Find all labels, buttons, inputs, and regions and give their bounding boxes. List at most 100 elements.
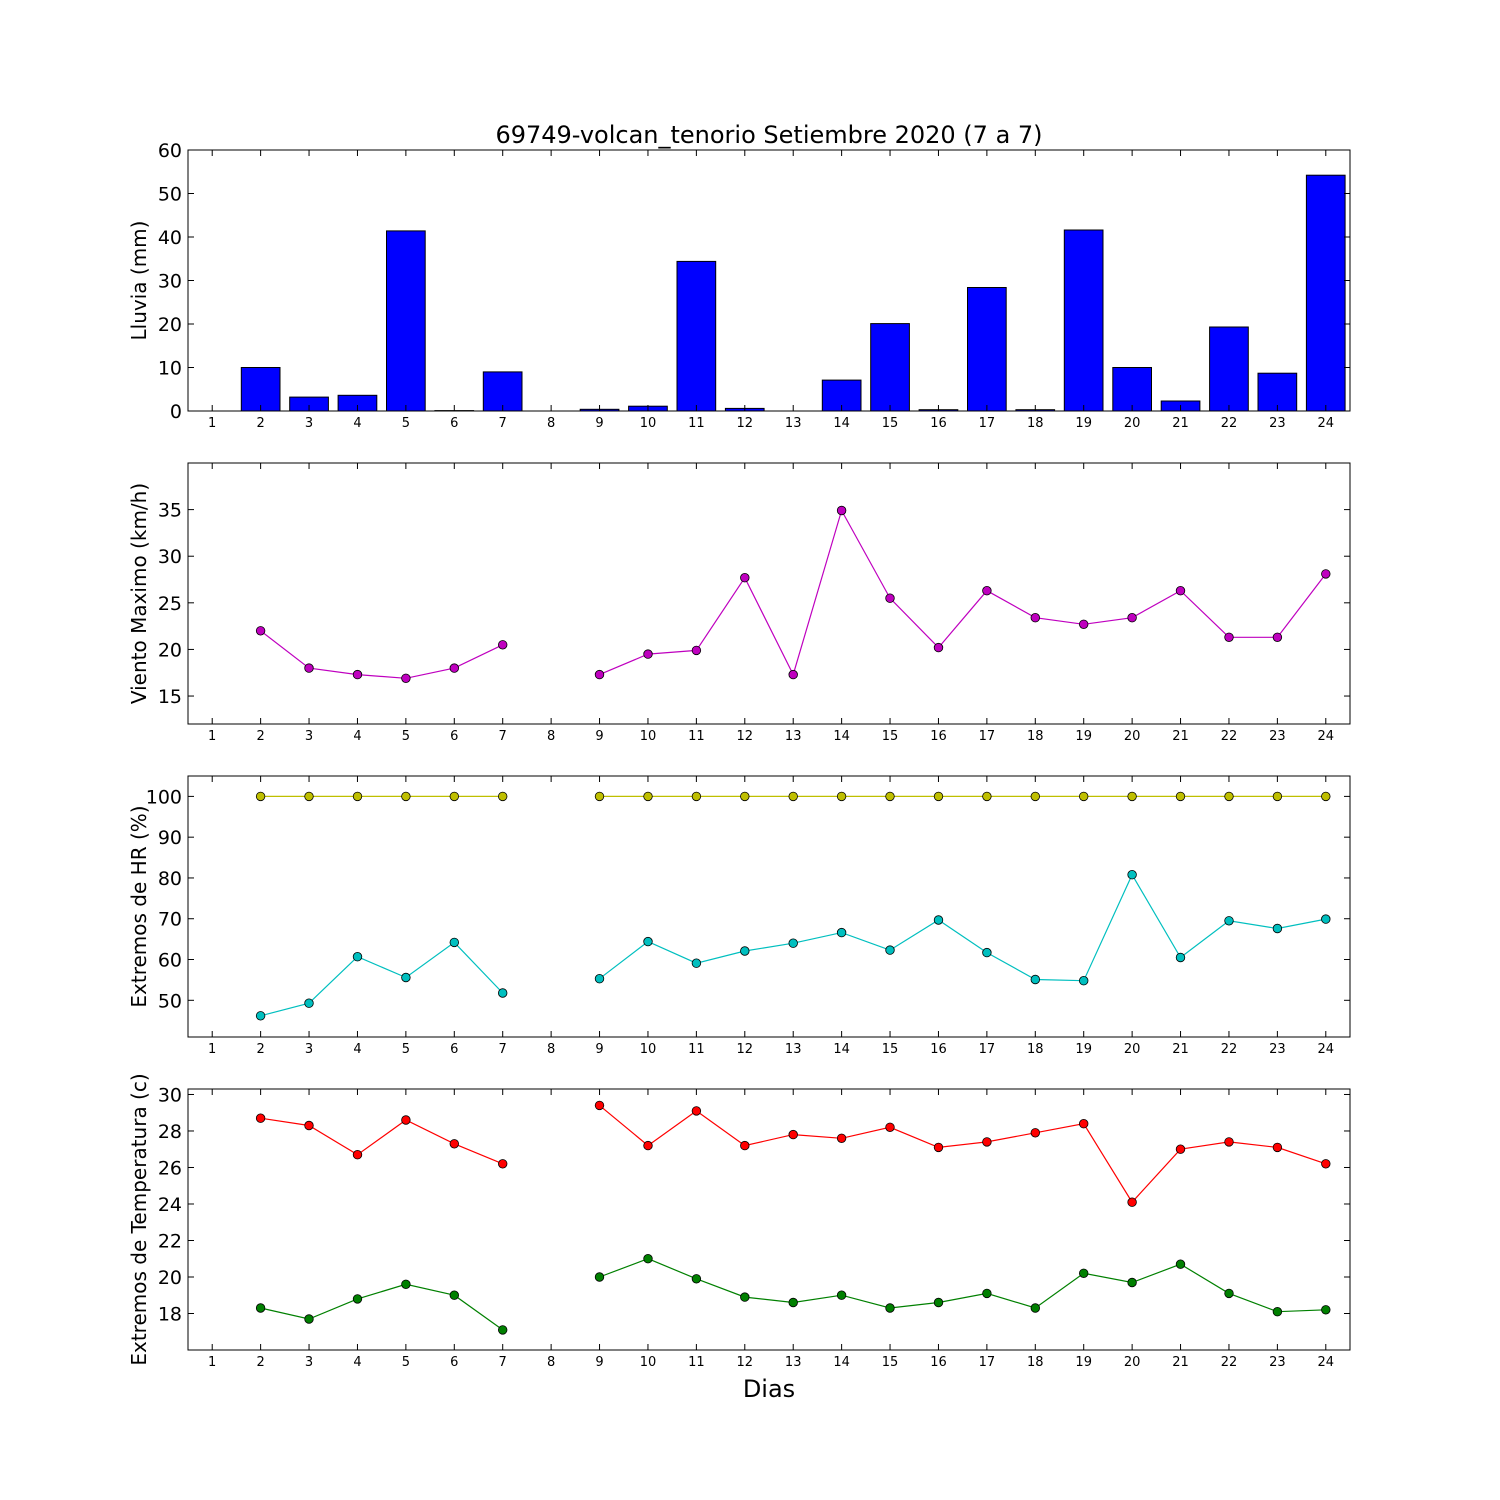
x-tick-label: 11: [688, 1042, 705, 1057]
hr-min-point-day-20: [1127, 870, 1137, 880]
x-tick-label: 18: [1027, 416, 1044, 431]
temp-max-point-day-5: [401, 1115, 411, 1125]
x-tick-label: 24: [1318, 416, 1335, 431]
x-tick-label: 17: [979, 416, 996, 431]
temp-min-point-day-9: [594, 1272, 605, 1282]
x-tick-label: 23: [1269, 1355, 1286, 1370]
wind-max-point-day-17: [982, 586, 992, 596]
x-tick-label: 24: [1318, 729, 1335, 744]
temp-min-point-day-22: [1224, 1288, 1234, 1299]
x-tick-label: 9: [595, 1355, 603, 1370]
temp-min-point-day-6: [449, 1290, 460, 1300]
y-tick-label: 60: [158, 950, 182, 972]
x-tick-label: 13: [785, 1042, 802, 1057]
x-tick-label: 1: [208, 729, 216, 744]
temp-min-point-day-10: [643, 1253, 653, 1264]
x-tick-label: 14: [833, 1042, 850, 1057]
rain-bar-day-19: [1063, 229, 1104, 412]
hr-min-point-day-11: [691, 958, 702, 968]
temp-min-point-day-11: [691, 1274, 702, 1284]
axes-frame: [187, 462, 1351, 725]
x-tick-label: 12: [737, 729, 754, 744]
temp-max-point-day-21: [1175, 1144, 1186, 1154]
temp-min-point-day-13: [788, 1297, 798, 1308]
x-tick-label: 15: [882, 1042, 899, 1057]
hr-max-point-day-15: [885, 791, 895, 802]
temp-max-line: [260, 1117, 503, 1165]
x-tick-label: 13: [785, 729, 802, 744]
temp-max-point-day-3: [304, 1120, 314, 1131]
x-tick-label: 23: [1269, 1042, 1286, 1057]
x-tick-label: 1: [208, 1355, 216, 1370]
hr-min-point-day-14: [836, 927, 847, 938]
y-tick-label: 18: [158, 1304, 182, 1326]
x-tick-label: 2: [256, 1042, 264, 1057]
x-tick-label: 10: [640, 1355, 657, 1370]
wind-max-point-day-9: [594, 669, 605, 680]
hr-max-point-day-6: [449, 791, 460, 802]
wind-max-line: [599, 508, 1327, 677]
rain-bar-day-24: [1305, 174, 1346, 412]
y-tick-label: 100: [146, 786, 182, 808]
x-tick-label: 21: [1172, 1355, 1189, 1370]
wind-max-point-day-20: [1127, 613, 1137, 623]
y-tick-label: 40: [158, 227, 182, 249]
hr-min-point-day-9: [594, 974, 605, 984]
x-tick-label: 17: [979, 1355, 996, 1370]
x-tick-label: 23: [1269, 729, 1286, 744]
x-tick-label: 22: [1221, 729, 1238, 744]
wind-max-point-day-11: [691, 645, 702, 656]
hr-min-point-day-7: [498, 988, 508, 998]
x-tick-label: 15: [882, 416, 899, 431]
hr-max-point-day-4: [352, 791, 363, 802]
wind-max-point-day-6: [449, 663, 460, 673]
hr-min-point-day-10: [643, 936, 653, 947]
x-tick-label: 4: [353, 1355, 361, 1370]
x-tick-label: 10: [640, 416, 657, 431]
x-tick-label: 20: [1124, 729, 1141, 744]
hr-max-point-day-2: [255, 791, 266, 802]
x-tick-label: 3: [305, 1042, 313, 1057]
hr-max-point-day-13: [788, 791, 798, 802]
temp-min-point-day-3: [304, 1314, 314, 1324]
hr-min-line: [599, 873, 1326, 982]
hr-max-point-day-24: [1321, 791, 1331, 802]
x-tick-label: 20: [1124, 416, 1141, 431]
temp-max-point-day-24: [1321, 1159, 1331, 1169]
hr-min-point-day-24: [1321, 914, 1331, 924]
hr-max-point-day-19: [1078, 791, 1089, 802]
rain-bar-day-11: [676, 260, 717, 412]
temp-max-point-day-6: [449, 1139, 460, 1149]
y-tick-label: 24: [158, 1194, 182, 1216]
x-tick-label: 21: [1172, 1042, 1189, 1057]
x-tick-label: 24: [1318, 1355, 1335, 1370]
hr-min-point-day-6: [449, 937, 460, 948]
temp-max-point-day-12: [740, 1140, 750, 1151]
hr-max-point-day-11: [691, 791, 702, 802]
temp-min-point-day-21: [1175, 1259, 1186, 1269]
temp-min-point-day-7: [498, 1325, 508, 1335]
x-tick-label: 19: [1075, 416, 1092, 431]
x-tick-label: 22: [1221, 1042, 1238, 1057]
hr-min-point-day-16: [933, 915, 944, 925]
x-tick-label: 16: [930, 1355, 947, 1370]
x-tick-label: 6: [450, 729, 458, 744]
temp-max-point-day-18: [1030, 1128, 1041, 1138]
wind-max-point-day-2: [255, 626, 266, 636]
temp-max-point-day-15: [885, 1122, 895, 1133]
wind-max-point-day-24: [1321, 569, 1331, 579]
y-tick-label: 70: [158, 909, 182, 931]
hr-min-point-day-5: [401, 972, 411, 983]
hr-min-line: [260, 941, 504, 1017]
x-tick-label: 22: [1221, 416, 1238, 431]
rain-bar-day-17: [967, 287, 1007, 412]
hr-min-point-day-4: [352, 952, 363, 962]
wind-max-point-day-3: [304, 663, 314, 673]
x-tick-label: 18: [1027, 1355, 1044, 1370]
y-tick-label: 25: [158, 593, 182, 615]
hr-min-point-day-17: [982, 947, 992, 958]
y-axis-label-temperature: Extremos de Temperatura (c): [127, 1073, 151, 1365]
temp-min-point-day-15: [885, 1303, 895, 1313]
x-tick-label: 6: [450, 416, 458, 431]
